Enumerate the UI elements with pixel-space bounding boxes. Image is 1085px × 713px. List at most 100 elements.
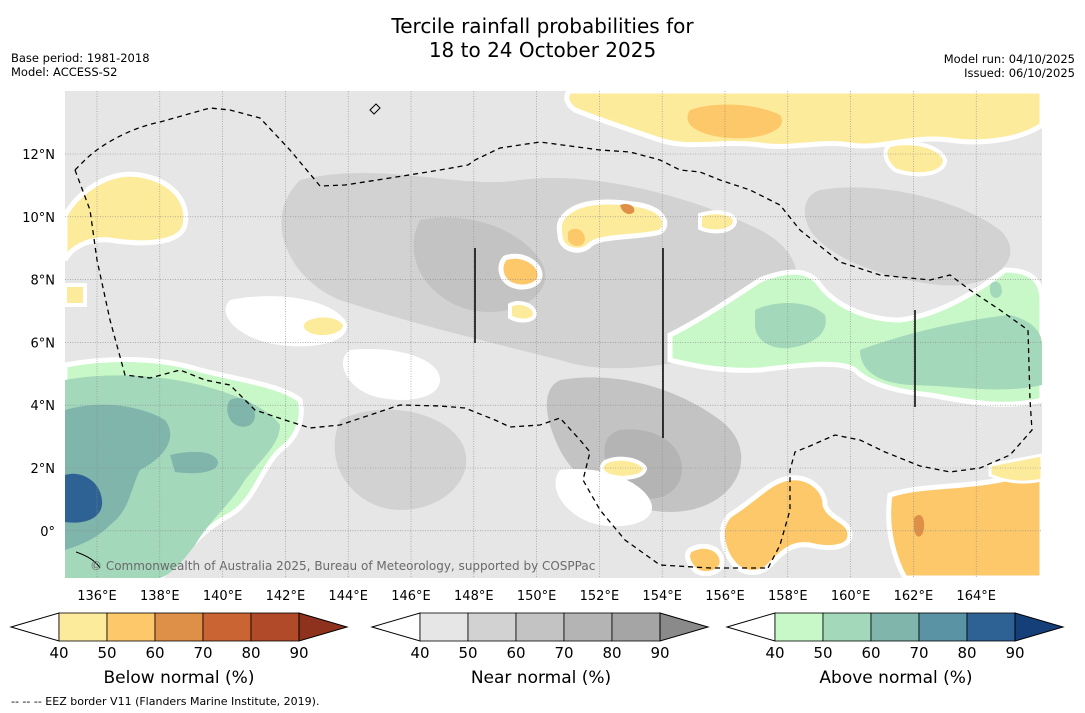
longitude-label: 162°E: [894, 589, 934, 604]
colorbar-tick-label: 40: [765, 644, 784, 662]
eez-borders: [74, 103, 1033, 569]
longitude-label: 150°E: [517, 589, 557, 604]
colorbar-tick-label: 90: [1005, 644, 1024, 662]
longitude-label: 158°E: [768, 589, 808, 604]
colorbar-segment: [467, 612, 517, 642]
below-normal-70-region: [914, 515, 925, 537]
colorbar-segment: [822, 612, 872, 642]
colorbar-tick-label: 60: [861, 644, 880, 662]
colorbar-segment: [563, 612, 613, 642]
colorbar-segment: [774, 612, 824, 642]
colorbar-tick-label: 40: [49, 644, 68, 662]
near-normal-50-region: [804, 187, 1011, 286]
colorbar-segment: [202, 612, 252, 642]
longitude-label: 152°E: [580, 589, 620, 604]
latitude-label: 4°N: [31, 399, 56, 414]
colorbar-segment: [918, 612, 968, 642]
title-line-1: Tercile rainfall probabilities for: [391, 14, 694, 38]
model-run: Model run: 04/10/2025: [943, 52, 1075, 66]
copyright-text: © Commonwealth of Australia 2025, Bureau…: [90, 559, 595, 573]
colorbar-tick-label: 50: [813, 644, 832, 662]
low-probability-region: [342, 349, 440, 400]
colorbar-extend-high: [659, 612, 710, 642]
longitude-label: 154°E: [642, 589, 682, 604]
latitude-label: 6°N: [31, 336, 56, 351]
below-normal-50-region: [698, 210, 738, 234]
longitude-label: 148°E: [454, 589, 494, 604]
above-normal-label: Above normal (%): [819, 668, 973, 688]
below-normal-label: Below normal (%): [103, 668, 255, 688]
colorbar: 40 50 60 70 80 90: [9, 612, 349, 662]
low-probability-region: [555, 469, 652, 527]
colorbar-tick-label: 90: [289, 644, 308, 662]
near-normal-50-region: [334, 409, 467, 510]
below-normal-50-region: [508, 301, 538, 323]
near-normal-60-region: [413, 217, 546, 312]
colorbar-tick-label: 60: [506, 644, 525, 662]
longitude-label: 142°E: [266, 589, 306, 604]
below-normal-50-region: [883, 141, 948, 177]
colorbar-tick-label: 70: [909, 644, 928, 662]
model-name: Model: ACCESS-S2: [11, 65, 118, 79]
meta-right: Model run: 04/10/2025 Issued: 06/10/2025: [944, 52, 1075, 80]
colorbar-extend-low: [9, 612, 60, 642]
latitude-label: 10°N: [22, 211, 55, 226]
colorbar-tick-label: 80: [957, 644, 976, 662]
above-normal-60-region: [860, 315, 1042, 390]
below-normal-70-region: [620, 203, 635, 214]
colorbar-tick-label: 80: [602, 644, 621, 662]
longitude-label: 140°E: [203, 589, 243, 604]
longitude-labels: 136°E 138°E 140°E 142°E 144°E 146°E 148°E 150°E…: [77, 589, 996, 604]
colorbar-tick-label: 50: [458, 644, 477, 662]
longitude-label: 136°E: [77, 589, 117, 604]
longitude-label: 138°E: [140, 589, 180, 604]
eez-border-line: [74, 107, 1033, 569]
base-period: Base period: 1981-2018: [11, 51, 150, 65]
above-normal-60-region: [990, 281, 1002, 298]
title-line-2: 18 to 24 October 2025: [428, 38, 657, 62]
colorbar-tick-label: 70: [554, 644, 573, 662]
colorbar-extend-high: [1014, 612, 1065, 642]
colorbar-segment: [419, 612, 469, 642]
colorbar-extend-low: [370, 612, 421, 642]
longitude-label: 144°E: [328, 589, 368, 604]
island-outline: [369, 103, 381, 115]
colorbar-segment: [870, 612, 920, 642]
latitude-labels: 12°N 10°N 8°N 6°N 4°N 2°N 0°: [22, 148, 55, 540]
issued-date: Issued: 06/10/2025: [964, 66, 1075, 80]
longitude-label: 146°E: [391, 589, 431, 604]
colorbar-extend-high: [298, 612, 349, 642]
colorbar-segment: [966, 612, 1016, 642]
latitude-label: 2°N: [31, 462, 56, 477]
near-normal-label: Near normal (%): [470, 668, 612, 688]
island-outline: [75, 551, 101, 569]
colorbar-tick-label: 80: [241, 644, 260, 662]
above-normal-70-region: [170, 451, 218, 474]
colorbars: 40 50 60 70 80 90 40 50 60 70 80 90 40 50 60 70 80 90: [9, 612, 1065, 662]
colorbar-segment: [611, 612, 661, 642]
map-field: [65, 91, 1042, 578]
below-normal-60-region: [687, 104, 782, 139]
colorbar: 40 50 60 70 80 90: [370, 612, 710, 662]
latitude-label: 8°N: [31, 274, 56, 289]
colorbar-segment: [250, 612, 300, 642]
colorbar: 40 50 60 70 80 90: [725, 612, 1065, 662]
colorbar-tick-label: 40: [410, 644, 429, 662]
eez-border-line: [74, 169, 768, 569]
chart-title: Tercile rainfall probabilities for 18 to…: [0, 14, 1085, 62]
below-normal-50-region: [65, 171, 189, 262]
colorbar-segment: [58, 612, 108, 642]
latitude-label: 0°: [40, 525, 55, 540]
below-normal-50-region: [564, 91, 1042, 149]
longitude-label: 160°E: [831, 589, 871, 604]
meta-left: Base period: 1981-2018 Model: ACCESS-S2: [11, 51, 150, 79]
below-normal-50-region: [988, 453, 1042, 484]
longitude-label: 156°E: [705, 589, 745, 604]
longitude-label: 164°E: [956, 589, 996, 604]
latitude-label: 12°N: [22, 148, 55, 163]
colorbar-segment: [515, 612, 565, 642]
above-normal-60-region: [755, 303, 826, 349]
colorbar-tick-label: 60: [145, 644, 164, 662]
colorbar-tick-label: 50: [97, 644, 116, 662]
